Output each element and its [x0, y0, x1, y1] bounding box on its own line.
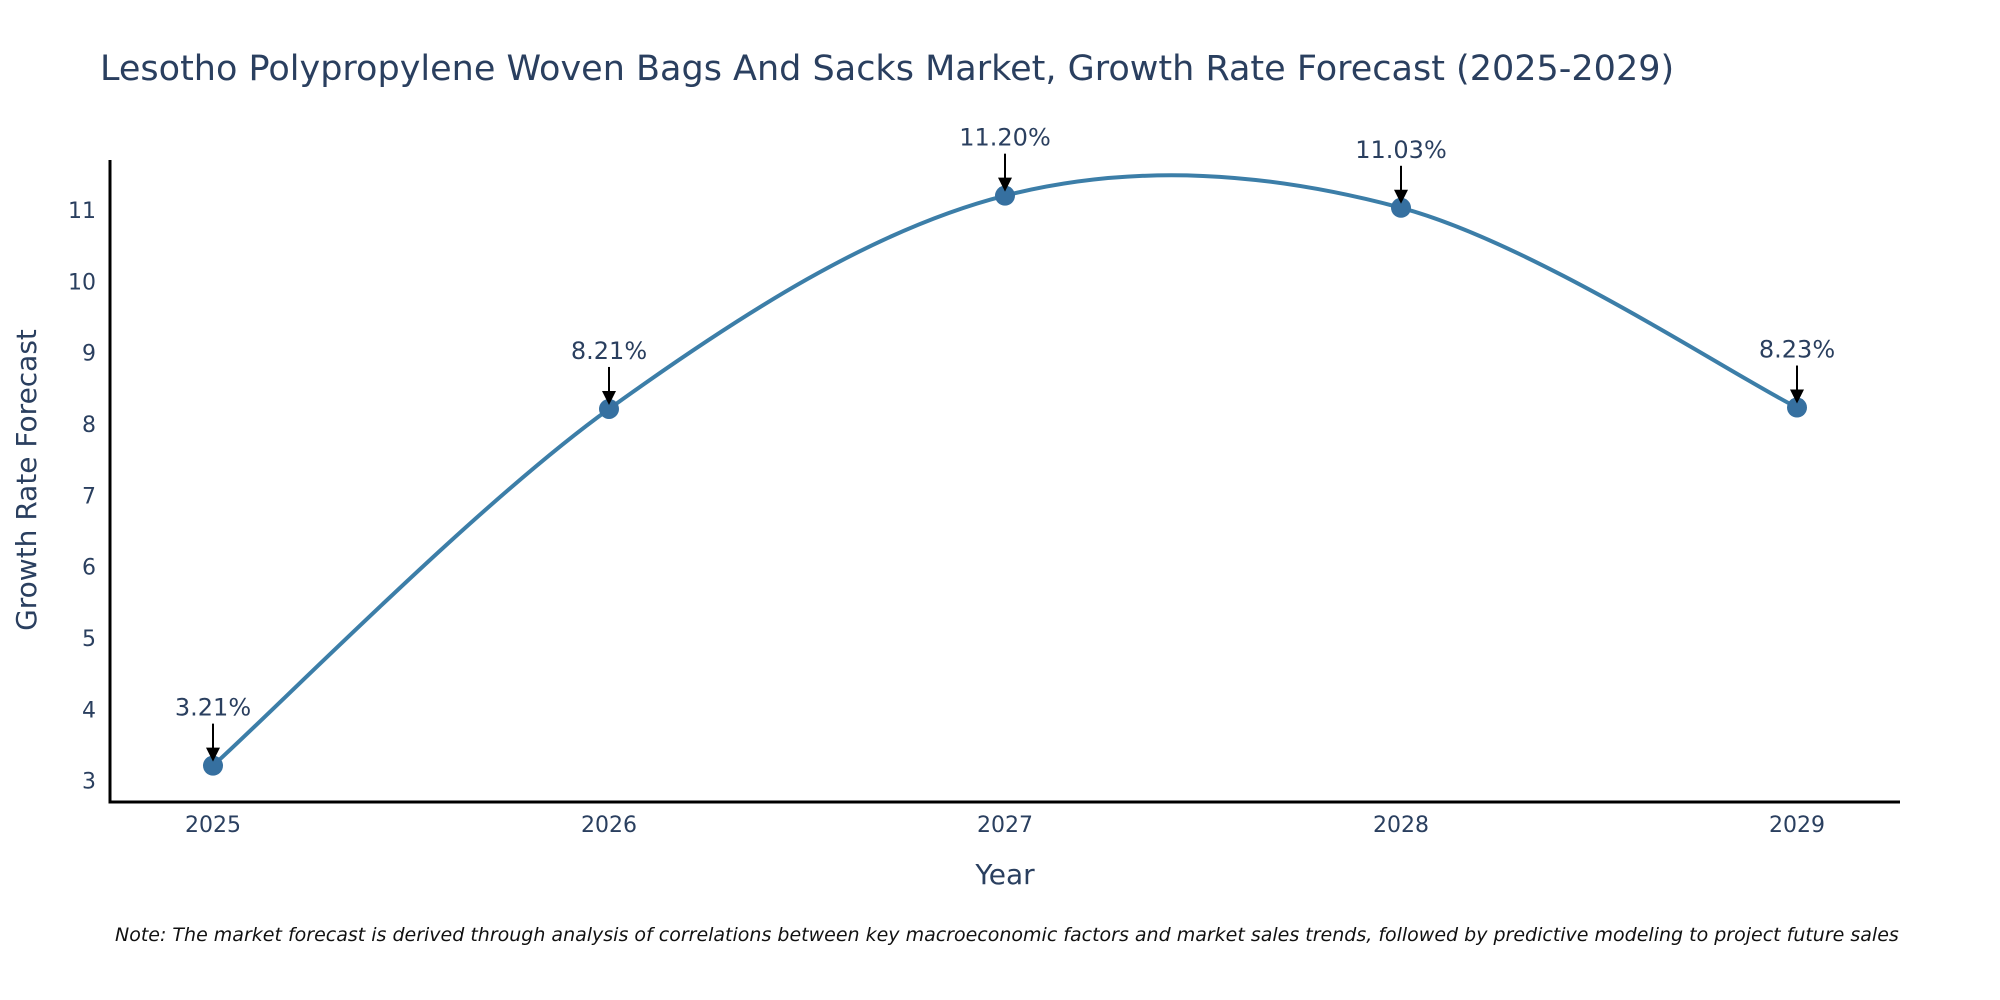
y-tick-label: 4: [82, 698, 96, 723]
y-tick-label: 3: [82, 770, 96, 795]
annotation-arrow-head: [1394, 189, 1408, 204]
data-label: 8.23%: [1759, 336, 1835, 364]
data-point: [1787, 397, 1807, 418]
annotation-arrow-head: [206, 747, 220, 762]
data-point: [995, 185, 1015, 206]
y-tick-label: 11: [68, 199, 96, 224]
data-points: [203, 185, 1807, 776]
data-labels: 3.21% 8.21% 11.20% 11.03% 8.23%: [175, 124, 1835, 762]
annotation-arrow-head: [602, 390, 616, 405]
data-label: 8.21%: [571, 337, 647, 365]
data-point: [599, 398, 619, 419]
y-tick-label: 9: [82, 342, 96, 367]
x-tick-label: 2025: [185, 813, 241, 838]
data-label: 3.21%: [175, 694, 251, 722]
series-line: [211, 173, 1798, 768]
annotation-arrow-head: [998, 177, 1012, 192]
y-tick-label: 8: [82, 413, 96, 438]
plot-area: 3 4 5 6 7 8 9 10 11 2025 2026 2027 2028 2029 3.21% 8.…: [68, 124, 1900, 838]
x-tick-label: 2027: [977, 813, 1033, 838]
x-axis-title: Year: [974, 858, 1035, 891]
footnote: Note: The market forecast is derived thr…: [115, 924, 1899, 946]
annotation-arrow-head: [1790, 389, 1804, 404]
x-tick-label: 2029: [1769, 813, 1825, 838]
data-point: [203, 755, 223, 776]
chart-title: Lesotho Polypropylene Woven Bags And Sac…: [100, 49, 1674, 89]
y-tick-label: 5: [82, 627, 96, 652]
data-label: 11.03%: [1355, 136, 1447, 164]
y-axis-ticks: 3 4 5 6 7 8 9 10 11: [68, 199, 96, 795]
x-tick-label: 2028: [1373, 813, 1429, 838]
y-axis-title: Growth Rate Forecast: [10, 329, 43, 631]
y-tick-label: 6: [82, 556, 96, 581]
x-tick-label: 2026: [581, 813, 637, 838]
data-point: [1391, 197, 1411, 218]
y-tick-label: 7: [82, 484, 96, 509]
x-axis-ticks: 2025 2026 2027 2028 2029: [185, 813, 1825, 838]
data-label: 11.20%: [959, 124, 1051, 152]
y-tick-label: 10: [68, 270, 96, 295]
